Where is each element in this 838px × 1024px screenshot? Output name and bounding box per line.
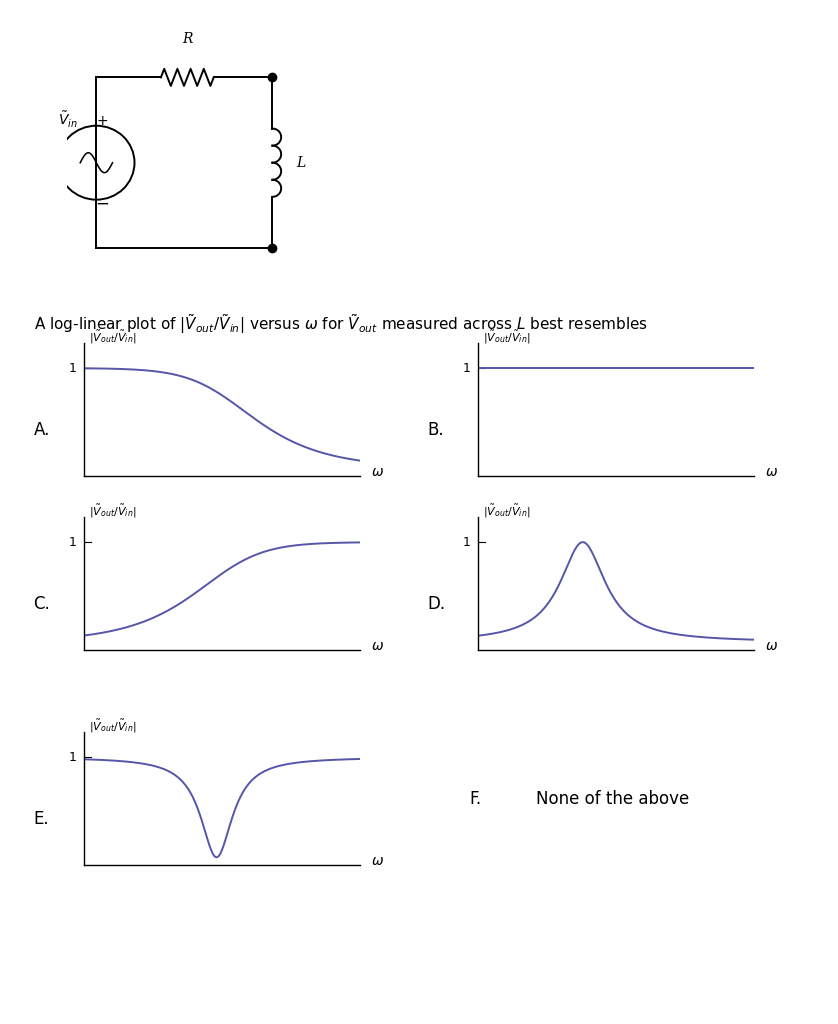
Text: R: R: [182, 32, 193, 46]
Text: −: −: [96, 195, 109, 213]
Text: F.: F.: [469, 790, 481, 808]
Text: $\tilde{V}_{in}$: $\tilde{V}_{in}$: [58, 110, 78, 130]
Text: $|\tilde{V}_{out}/\tilde{V}_{in}|$: $|\tilde{V}_{out}/\tilde{V}_{in}|$: [90, 718, 137, 735]
Text: $\omega$: $\omega$: [765, 639, 779, 653]
Text: $\omega$: $\omega$: [371, 465, 385, 479]
Text: B.: B.: [427, 421, 444, 438]
Text: $|\tilde{V}_{out}/\tilde{V}_{in}|$: $|\tilde{V}_{out}/\tilde{V}_{in}|$: [90, 503, 137, 520]
Text: A log-linear plot of $|\tilde{V}_{out}/\tilde{V}_{in}|$ versus $\omega$ for $\ti: A log-linear plot of $|\tilde{V}_{out}/\…: [34, 312, 648, 336]
Text: +: +: [96, 115, 108, 128]
Text: $\omega$: $\omega$: [371, 854, 385, 868]
Text: 1: 1: [69, 751, 77, 764]
Text: $\omega$: $\omega$: [371, 639, 385, 653]
Text: C.: C.: [34, 595, 50, 612]
Text: E.: E.: [34, 810, 49, 827]
Text: $|\tilde{V}_{out}/\tilde{V}_{in}|$: $|\tilde{V}_{out}/\tilde{V}_{in}|$: [484, 329, 530, 346]
Text: $\omega$: $\omega$: [765, 465, 779, 479]
Text: 1: 1: [463, 361, 471, 375]
Text: None of the above: None of the above: [536, 790, 690, 808]
Text: 1: 1: [463, 536, 471, 549]
Text: L: L: [296, 156, 305, 170]
Text: $|\tilde{V}_{out}/\tilde{V}_{in}|$: $|\tilde{V}_{out}/\tilde{V}_{in}|$: [484, 503, 530, 520]
Text: A.: A.: [34, 421, 50, 438]
Text: D.: D.: [427, 595, 446, 612]
Text: $|\tilde{V}_{out}/\tilde{V}_{in}|$: $|\tilde{V}_{out}/\tilde{V}_{in}|$: [90, 329, 137, 346]
Text: 1: 1: [69, 361, 77, 375]
Text: 1: 1: [69, 536, 77, 549]
